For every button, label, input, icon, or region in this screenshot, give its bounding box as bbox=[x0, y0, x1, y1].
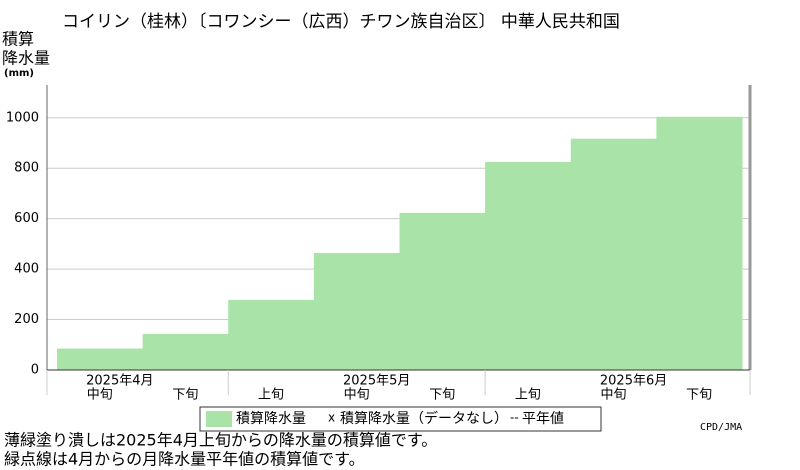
legend-swatch bbox=[206, 411, 232, 427]
chart-title: コイリン（桂林）〔コワンシー（広西）チワン族自治区〕 中華人民共和国 bbox=[62, 12, 620, 32]
x-tick-label: 上旬 bbox=[515, 388, 541, 403]
y-tick-label: 200 bbox=[14, 312, 39, 327]
note: 緑点線は4月からの月降水量平年値の積算値です。 bbox=[4, 450, 365, 469]
bar bbox=[228, 299, 315, 370]
bar bbox=[570, 138, 657, 370]
bar bbox=[142, 333, 229, 370]
y-tick-label: 0 bbox=[31, 363, 39, 378]
legend-marker: ‐‐ bbox=[510, 411, 519, 425]
legend-box bbox=[199, 406, 602, 432]
month-label: 2025年5月 bbox=[343, 374, 410, 389]
bar bbox=[57, 348, 144, 370]
bar bbox=[656, 116, 743, 370]
y-axis-label: (mm) bbox=[4, 68, 34, 79]
legend-label: 積算降水量 bbox=[236, 411, 306, 427]
bar bbox=[313, 252, 400, 370]
y-tick-label: 400 bbox=[14, 262, 39, 277]
x-tick-label: 中旬 bbox=[601, 388, 627, 403]
y-axis-label: 積算 bbox=[2, 30, 34, 49]
month-label: 2025年6月 bbox=[600, 374, 667, 389]
x-tick-label: 下旬 bbox=[429, 388, 455, 403]
x-tick-label: 上旬 bbox=[258, 388, 284, 403]
note: 薄緑塗り潰しは2025年4月上旬からの降水量の積算値です。 bbox=[4, 431, 437, 450]
bar bbox=[399, 212, 486, 370]
legend-marker: x bbox=[328, 411, 335, 425]
x-tick-label: 中旬 bbox=[87, 388, 113, 403]
month-label: 2025年4月 bbox=[86, 374, 153, 389]
x-tick-label: 下旬 bbox=[686, 388, 712, 403]
y-tick-label: 1000 bbox=[6, 110, 39, 125]
bar bbox=[485, 161, 572, 370]
y-tick-label: 800 bbox=[14, 161, 39, 176]
x-tick-label: 下旬 bbox=[172, 388, 198, 403]
legend-label: 平年値 bbox=[522, 411, 564, 427]
y-axis-label: 降水量 bbox=[2, 49, 50, 68]
x-tick-label: 中旬 bbox=[344, 388, 370, 403]
credit: CPD/JMA bbox=[700, 422, 742, 433]
y-tick-label: 600 bbox=[14, 211, 39, 226]
legend-label: 積算降水量（データなし） bbox=[340, 410, 508, 427]
